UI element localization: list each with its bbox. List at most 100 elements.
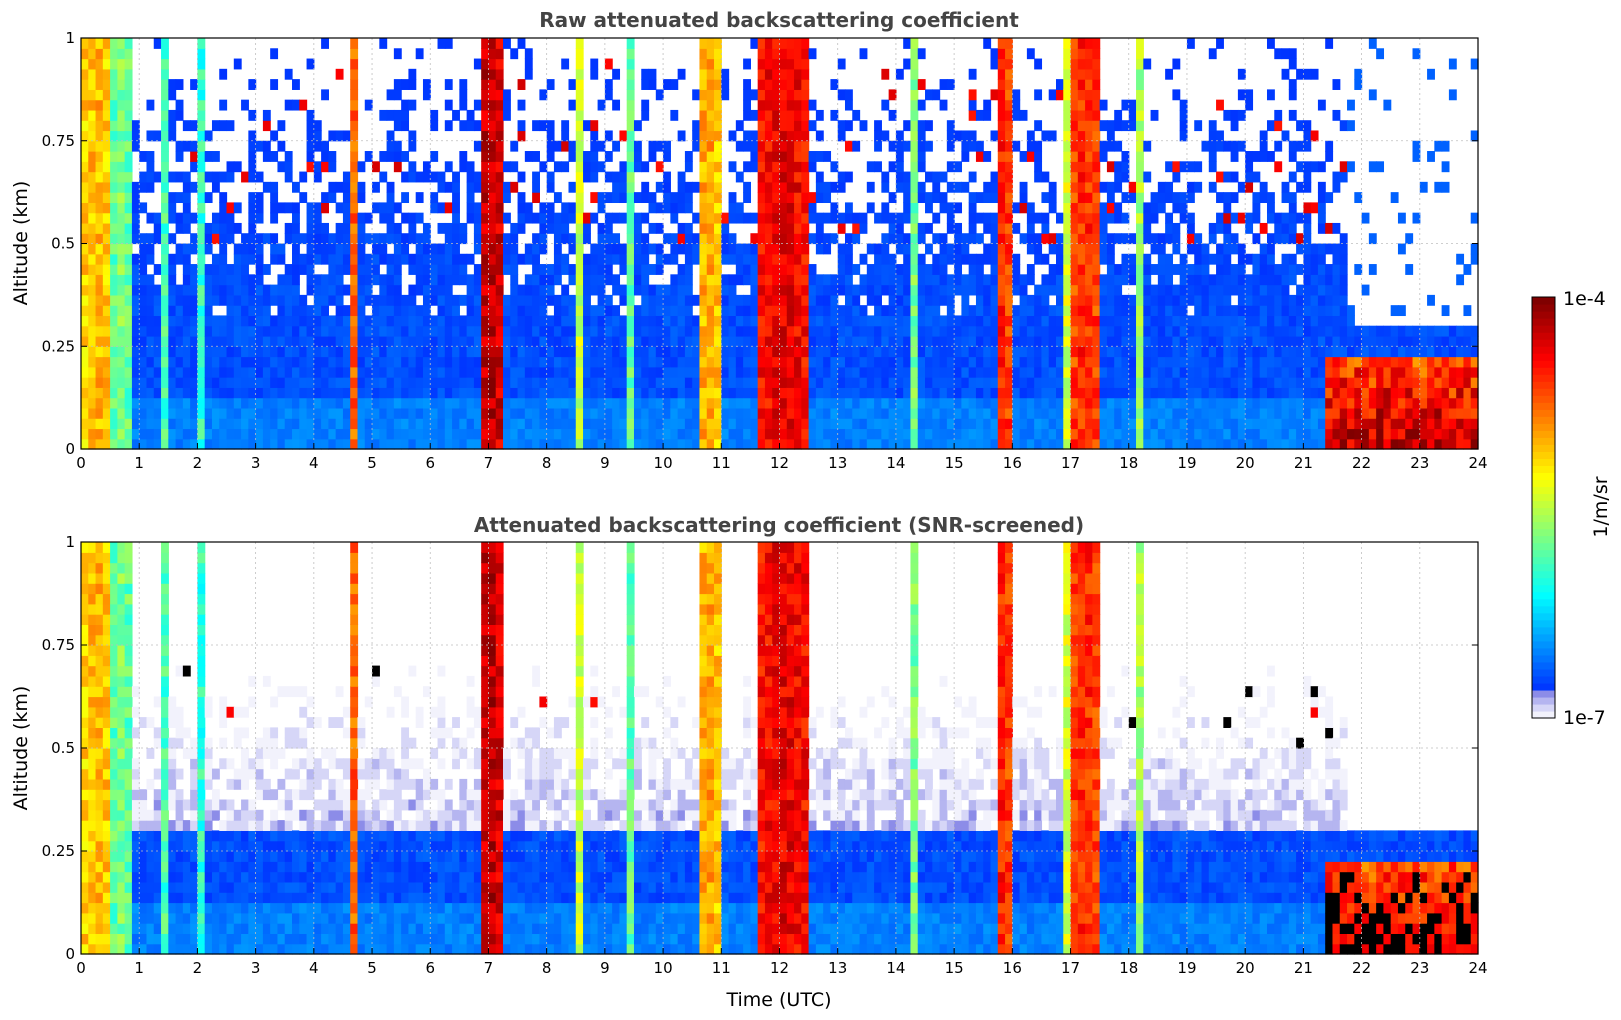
heatmap-cell — [342, 407, 351, 419]
heatmap-cell — [81, 438, 89, 450]
heatmap-cell — [968, 253, 977, 265]
heatmap-cell — [270, 202, 279, 214]
heatmap-cell — [422, 325, 431, 337]
heatmap-cell — [190, 212, 199, 224]
heatmap-cell — [1332, 315, 1341, 327]
heatmap-cell — [997, 233, 1006, 245]
heatmap-cell — [131, 407, 140, 419]
heatmap-cell — [721, 253, 730, 265]
heatmap-cell — [372, 356, 380, 368]
heatmap-cell — [204, 438, 213, 450]
heatmap-cell — [917, 140, 926, 152]
heatmap-cell — [801, 243, 810, 255]
heatmap-cell — [117, 356, 126, 368]
heatmap-cell — [1194, 315, 1203, 327]
heatmap-cell — [910, 305, 919, 317]
heatmap-cell — [939, 387, 948, 399]
heatmap-cell — [961, 325, 970, 337]
heatmap-cell — [895, 151, 904, 162]
heatmap-cell — [1288, 109, 1297, 121]
heatmap-cell — [459, 387, 468, 399]
heatmap-cell — [153, 377, 162, 388]
heatmap-cell — [794, 99, 802, 111]
heatmap-cell — [422, 222, 431, 234]
heatmap-cell — [626, 428, 635, 440]
heatmap-cell — [430, 109, 439, 121]
heatmap-cell — [1085, 428, 1093, 440]
heatmap-cell — [124, 284, 133, 296]
heatmap-cell — [699, 305, 708, 317]
heatmap-cell — [648, 315, 657, 327]
heatmap-cell — [728, 346, 737, 358]
heatmap-cell — [590, 315, 599, 327]
heatmap-cell — [714, 387, 722, 399]
heatmap-cell — [146, 243, 155, 255]
heatmap-cell — [313, 140, 322, 152]
heatmap-cell — [219, 274, 228, 286]
heatmap-cell — [241, 264, 249, 275]
heatmap-cell — [1055, 428, 1064, 440]
heatmap-cell — [772, 192, 781, 204]
heatmap-cell — [903, 253, 912, 265]
heatmap-cell — [561, 387, 570, 399]
heatmap-cell — [364, 346, 373, 358]
heatmap-cell — [321, 397, 329, 409]
heatmap-cell — [161, 284, 169, 296]
heatmap-cell — [430, 397, 439, 409]
heatmap-cell — [211, 274, 220, 286]
heatmap-cell — [699, 120, 708, 132]
heatmap-cell — [1172, 222, 1181, 234]
heatmap-cell — [299, 418, 308, 430]
heatmap-cell — [408, 407, 417, 419]
heatmap-cell — [1157, 438, 1166, 450]
heatmap-cell — [1012, 428, 1021, 440]
heatmap-cell — [1143, 428, 1152, 440]
heatmap-cell — [619, 418, 628, 430]
heatmap-cell — [204, 407, 213, 419]
heatmap-cell — [248, 212, 257, 224]
heatmap-cell — [335, 387, 344, 399]
heatmap-cell — [670, 294, 679, 306]
heatmap-cell — [830, 109, 839, 121]
heatmap-cell — [815, 315, 824, 327]
heatmap-cell — [313, 305, 322, 317]
heatmap-cell — [1186, 284, 1195, 296]
heatmap-cell — [648, 202, 657, 214]
heatmap-cell — [874, 315, 882, 327]
heatmap-cell — [917, 366, 926, 378]
heatmap-cell — [590, 130, 599, 142]
heatmap-cell — [95, 243, 104, 255]
heatmap-cell — [350, 346, 359, 358]
heatmap-cell — [772, 305, 781, 317]
heatmap-cell — [153, 356, 162, 368]
heatmap-cell — [786, 264, 795, 275]
heatmap-cell — [590, 253, 599, 265]
heatmap-cell — [1252, 418, 1261, 430]
heatmap-cell — [1121, 356, 1130, 368]
heatmap-cell — [444, 356, 453, 368]
heatmap-cell — [1092, 335, 1101, 347]
heatmap-cell — [844, 202, 853, 214]
heatmap-cell — [1310, 407, 1319, 419]
heatmap-cell — [422, 89, 431, 101]
heatmap-cell — [1070, 48, 1079, 60]
heatmap-cell — [546, 325, 555, 337]
heatmap-cell — [808, 48, 817, 60]
heatmap-cell — [350, 202, 359, 214]
heatmap-cell — [590, 151, 599, 162]
heatmap-cell — [939, 192, 948, 204]
heatmap-cell — [1143, 253, 1152, 265]
heatmap-cell — [1165, 192, 1174, 204]
heatmap-cell — [182, 264, 191, 275]
heatmap-cell — [714, 130, 722, 142]
heatmap-cell — [990, 89, 999, 101]
heatmap-cell — [1201, 407, 1210, 419]
heatmap-cell — [997, 335, 1006, 347]
heatmap-cell — [561, 58, 570, 70]
heatmap-cell — [706, 99, 715, 111]
heatmap-cell — [1208, 356, 1217, 368]
heatmap-cell — [1266, 243, 1275, 255]
heatmap-cell — [866, 438, 875, 450]
heatmap-cell — [1048, 356, 1057, 368]
heatmap-cell — [590, 346, 599, 358]
